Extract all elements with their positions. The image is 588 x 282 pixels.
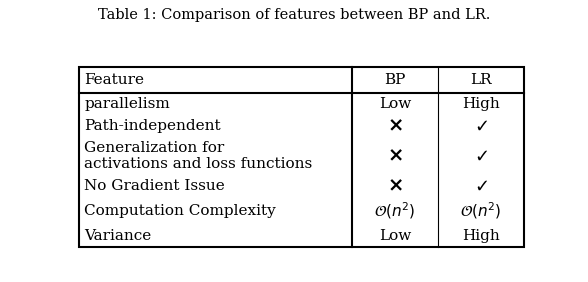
- Text: No Gradient Issue: No Gradient Issue: [85, 179, 225, 193]
- Text: High: High: [462, 229, 500, 243]
- Text: parallelism: parallelism: [85, 97, 170, 111]
- Text: $\boldsymbol{\times}$: $\boldsymbol{\times}$: [387, 147, 403, 166]
- Text: $\boldsymbol{\times}$: $\boldsymbol{\times}$: [387, 116, 403, 136]
- Text: High: High: [462, 97, 500, 111]
- Text: Generalization for
activations and loss functions: Generalization for activations and loss …: [85, 141, 313, 171]
- Text: $\mathcal{O}(n^2)$: $\mathcal{O}(n^2)$: [460, 201, 502, 221]
- Text: Computation Complexity: Computation Complexity: [85, 204, 276, 218]
- Text: Path-independent: Path-independent: [85, 119, 221, 133]
- Text: Feature: Feature: [85, 73, 145, 87]
- Bar: [79, 67, 524, 247]
- Text: $\boldsymbol{\times}$: $\boldsymbol{\times}$: [387, 177, 403, 196]
- Text: Table 1: Comparison of features between BP and LR.: Table 1: Comparison of features between …: [98, 8, 490, 23]
- Text: $\mathcal{O}(n^2)$: $\mathcal{O}(n^2)$: [375, 201, 416, 221]
- Text: Low: Low: [379, 97, 412, 111]
- Text: $\checkmark$: $\checkmark$: [474, 177, 488, 195]
- Text: $\checkmark$: $\checkmark$: [474, 147, 488, 165]
- Text: Low: Low: [379, 229, 412, 243]
- Text: BP: BP: [385, 73, 406, 87]
- Text: LR: LR: [470, 73, 492, 87]
- Text: $\checkmark$: $\checkmark$: [474, 117, 488, 135]
- Text: Variance: Variance: [85, 229, 152, 243]
